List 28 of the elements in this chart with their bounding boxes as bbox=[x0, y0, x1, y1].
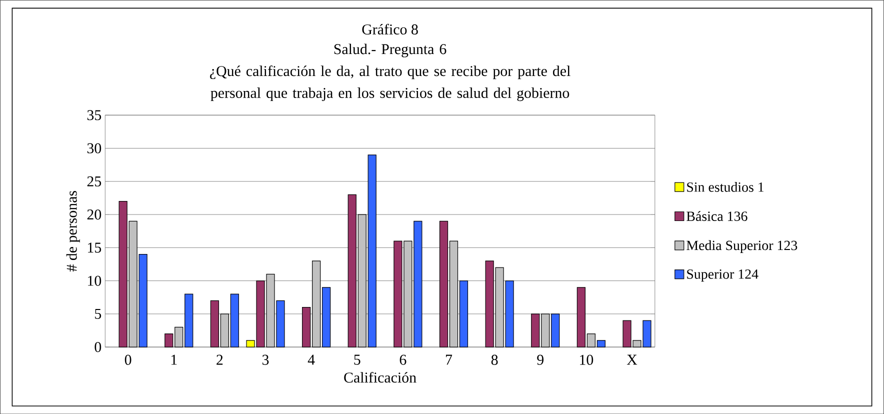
x-tick-label: 3 bbox=[262, 354, 269, 365]
x-tick-label: 9 bbox=[537, 354, 544, 365]
y-tick-label: 15 bbox=[88, 242, 102, 253]
y-tick-label: 20 bbox=[87, 209, 102, 220]
x-tick-label: 5 bbox=[354, 354, 360, 365]
x-tick-label: 0 bbox=[124, 354, 132, 365]
y-tick-label: 0 bbox=[94, 342, 102, 352]
legend-label: Superior 124 bbox=[687, 269, 758, 282]
y-axis-title: # de personas bbox=[66, 190, 80, 272]
x-axis-title: Calificación bbox=[344, 372, 416, 383]
x-tick-label: 8 bbox=[491, 354, 498, 365]
x-tick-label: 7 bbox=[446, 354, 452, 364]
y-tick-label: 35 bbox=[87, 110, 102, 120]
chart-title: Gráfico 8 bbox=[362, 24, 418, 34]
x-tick-label: 4 bbox=[308, 354, 315, 365]
y-tick-label: 5 bbox=[95, 308, 102, 319]
legend-label: Básica 136 bbox=[686, 211, 748, 221]
chart-subtitle: Salud.- Pregunta 6 ¿Qué calificación le da, al trato que se recibe por parte del personal que trabaja en los servicios de salud del gobierno bbox=[210, 44, 570, 101]
x-tick-label: 6 bbox=[400, 354, 406, 365]
legend-label: Sin estudios 1 bbox=[687, 182, 764, 192]
x-tick-label: 2 bbox=[216, 354, 223, 365]
x-tick-label: 1 bbox=[171, 354, 177, 365]
y-tick-label: 30 bbox=[87, 143, 102, 154]
x-tick-label: X bbox=[626, 354, 638, 364]
y-tick-label: 25 bbox=[87, 176, 102, 186]
y-tick-label: 10 bbox=[88, 276, 102, 286]
x-tick-label: 10 bbox=[580, 354, 594, 365]
legend-label: Media Superior 123 bbox=[686, 240, 798, 253]
